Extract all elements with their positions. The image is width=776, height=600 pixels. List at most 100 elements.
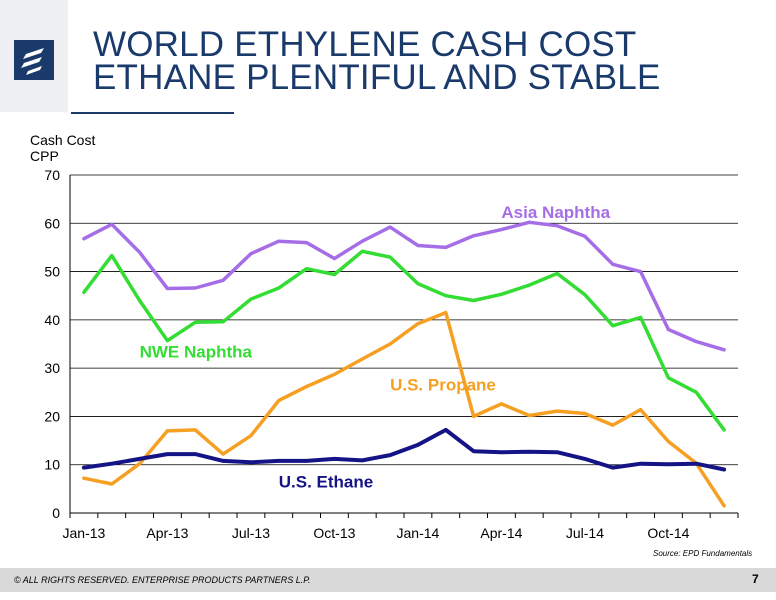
data-point-u-s-ethane (722, 468, 726, 471)
data-point-asia-naphtha (722, 348, 726, 352)
data-point-u-s-propane (110, 482, 114, 486)
data-point-asia-naphtha (694, 340, 698, 344)
data-point-nwe-naphtha (722, 428, 726, 432)
data-point-asia-naphtha (499, 228, 503, 232)
data-point-asia-naphtha (666, 328, 670, 331)
data-point-u-s-propane (388, 342, 392, 346)
y-axis-label-line-2: CPP (30, 148, 59, 164)
data-point-asia-naphtha (110, 222, 114, 226)
data-point-asia-naphtha (611, 262, 615, 266)
data-point-u-s-propane (138, 462, 142, 466)
data-point-u-s-propane (193, 428, 197, 432)
title-underline (71, 112, 234, 114)
x-tick-label: Jul-14 (566, 525, 604, 541)
data-point-asia-naphtha (249, 252, 253, 256)
y-tick-label: 0 (52, 505, 60, 521)
y-axis-label: Cash Cost CPP (30, 132, 95, 164)
data-point-u-s-ethane (499, 450, 503, 454)
data-point-u-s-ethane (138, 457, 142, 461)
data-point-nwe-naphtha (193, 320, 197, 324)
data-point-u-s-ethane (527, 450, 531, 454)
source-note: Source: EPD Fundamentals (653, 549, 753, 558)
data-point-nwe-naphtha (555, 272, 559, 275)
series-label-nwe-naphtha: NWE Naphtha (140, 343, 253, 362)
data-point-asia-naphtha (527, 220, 531, 224)
x-tick-label: Jan-13 (63, 525, 106, 541)
data-point-nwe-naphtha (82, 290, 86, 294)
series-line-u-s-ethane (81, 427, 727, 472)
data-point-asia-naphtha (472, 234, 476, 238)
data-point-nwe-naphtha (138, 299, 142, 302)
data-point-asia-naphtha (138, 250, 142, 254)
data-point-u-s-ethane (360, 458, 364, 462)
data-point-u-s-propane (555, 409, 559, 413)
data-point-u-s-ethane (639, 462, 643, 466)
data-point-u-s-propane (332, 372, 336, 376)
series-label-u-s-propane: U.S. Propane (390, 376, 496, 395)
x-tick-label: Jul-13 (232, 525, 270, 541)
data-point-u-s-propane (583, 412, 587, 415)
copyright-text: © ALL RIGHTS RESERVED. ENTERPRISE PRODUC… (14, 575, 311, 585)
data-point-u-s-propane (360, 357, 364, 361)
data-point-asia-naphtha (221, 278, 225, 282)
data-point-nwe-naphtha (332, 273, 336, 276)
title-line-1: WORLD ETHYLENE CASH COST (93, 25, 637, 64)
series-line-u-s-propane (82, 310, 726, 508)
data-point-u-s-propane (165, 429, 169, 433)
x-tick-label: Jan-14 (397, 525, 440, 541)
data-point-u-s-propane (527, 414, 531, 417)
data-point-nwe-naphtha (639, 315, 643, 319)
cash-cost-line-chart: 0 10 20 30 40 50 60 70 Jan-13 Apr-13 Jul-13 Oct-13 J… (44, 167, 739, 541)
data-point-u-s-propane (611, 423, 615, 427)
data-point-nwe-naphtha (165, 339, 169, 343)
series-label-u-s-ethane: U.S. Ethane (279, 473, 373, 492)
data-point-nwe-naphtha (305, 267, 309, 271)
data-point-u-s-propane (221, 452, 225, 456)
data-point-u-s-ethane (277, 459, 281, 463)
company-logo (14, 40, 54, 80)
data-point-u-s-ethane (388, 453, 392, 457)
data-point-u-s-ethane (193, 452, 197, 456)
x-tick-label: Oct-14 (647, 525, 689, 541)
data-point-u-s-propane (722, 504, 726, 508)
data-point-nwe-naphtha (360, 249, 364, 253)
data-point-nwe-naphtha (527, 283, 531, 287)
y-axis-label-line-1: Cash Cost (30, 132, 96, 148)
series-line-nwe-naphtha (82, 249, 726, 432)
data-point-asia-naphtha (639, 270, 643, 274)
data-point-nwe-naphtha (249, 297, 253, 301)
data-point-u-s-propane (249, 434, 253, 438)
data-point-u-s-propane (82, 476, 86, 480)
data-point-u-s-propane (499, 402, 503, 406)
data-point-asia-naphtha (332, 257, 336, 260)
data-point-u-s-ethane (444, 428, 448, 432)
data-point-nwe-naphtha (110, 254, 114, 258)
footer-bar (0, 568, 776, 592)
data-point-asia-naphtha (305, 241, 309, 245)
data-point-u-s-ethane (666, 462, 670, 466)
y-tick-label: 20 (44, 408, 60, 424)
data-point-nwe-naphtha (694, 390, 698, 394)
y-tick-label: 60 (44, 215, 60, 231)
data-point-u-s-ethane (305, 459, 309, 463)
data-point-asia-naphtha (416, 244, 420, 247)
y-tick-label: 40 (44, 312, 60, 328)
logo-mark-icon (21, 48, 44, 75)
data-point-u-s-propane (277, 399, 281, 402)
y-tick-label: 70 (44, 167, 60, 183)
data-point-nwe-naphtha (472, 299, 476, 302)
data-point-u-s-ethane (611, 466, 615, 470)
data-point-asia-naphtha (583, 234, 587, 238)
data-point-nwe-naphtha (388, 255, 392, 259)
data-point-u-s-ethane (416, 443, 420, 447)
data-point-nwe-naphtha (611, 324, 615, 328)
data-point-u-s-ethane (332, 457, 336, 461)
page-title: WORLD ETHYLENE CASH COST ETHANE PLENTIFU… (93, 25, 733, 95)
data-point-u-s-ethane (583, 457, 587, 461)
data-point-u-s-propane (305, 385, 309, 388)
data-point-asia-naphtha (82, 237, 86, 241)
data-point-u-s-propane (472, 414, 476, 418)
data-point-asia-naphtha (555, 224, 559, 228)
series-line-asia-naphtha (82, 220, 726, 352)
data-point-nwe-naphtha (416, 282, 420, 286)
